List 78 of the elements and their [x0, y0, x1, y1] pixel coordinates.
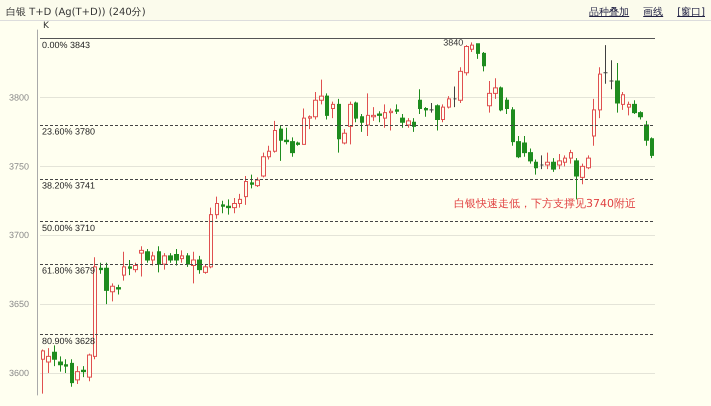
candlestick	[551, 158, 556, 172]
chart-title: 白银 T+D (Ag(T+D)) (240分)	[6, 6, 146, 19]
candlestick	[139, 246, 144, 278]
candlestick	[505, 96, 509, 115]
chart-subtitle: K	[43, 21, 49, 31]
candlestick	[621, 91, 625, 110]
y-tick-label: 3650	[8, 299, 29, 310]
candlestick	[157, 246, 161, 273]
candlestick	[499, 86, 503, 112]
candlestick	[627, 101, 631, 116]
candlestick	[598, 66, 602, 119]
candlestick	[418, 88, 422, 115]
candlestick	[250, 174, 254, 189]
candlestick	[273, 120, 277, 154]
candlestick	[447, 96, 451, 110]
y-tick-label: 3600	[8, 368, 29, 378]
candlestick	[569, 149, 573, 164]
candlestick	[383, 104, 387, 128]
y-tick-label: 3700	[8, 230, 29, 240]
candlestick	[603, 44, 608, 84]
y-tick-label: 3800	[8, 92, 29, 102]
text: [窗口]	[677, 7, 705, 18]
candlestick	[348, 101, 353, 145]
candlestick	[215, 196, 219, 220]
candlestick	[389, 108, 393, 132]
candlestick	[70, 358, 74, 388]
candlestick	[482, 52, 486, 72]
candlestick	[424, 106, 428, 118]
candlestick	[337, 98, 341, 154]
candlestick	[52, 344, 57, 367]
candlestick	[145, 248, 150, 264]
candlestick	[331, 101, 335, 119]
candlestick	[476, 43, 480, 60]
candlestick	[128, 260, 132, 276]
ref-line-label: 0.00% 3843	[42, 40, 90, 50]
candlestick	[354, 101, 358, 123]
ref-line-label: 23.60% 3780	[42, 126, 96, 137]
candlestick	[412, 118, 416, 132]
ref-line-label: 50.00% 3710	[42, 222, 96, 233]
candlestick	[592, 98, 596, 146]
candlestick	[435, 104, 440, 132]
candlestick	[342, 128, 347, 145]
annotation: 3840	[443, 37, 464, 48]
candlestick	[406, 118, 411, 128]
candlestick	[186, 252, 190, 268]
candlestick	[360, 114, 364, 132]
candlestick	[197, 255, 202, 274]
candlestick	[325, 92, 329, 120]
candlestick	[574, 158, 579, 200]
candlestick	[110, 282, 115, 302]
candlestick	[395, 104, 399, 115]
candlestick	[429, 102, 434, 114]
candlestick	[377, 110, 382, 123]
candlestick	[116, 284, 121, 295]
candlestick	[122, 251, 126, 282]
candlestick	[81, 366, 86, 378]
candlestick	[75, 366, 80, 384]
candlestick	[133, 262, 138, 273]
candlestick	[615, 62, 620, 114]
candlestick	[180, 250, 184, 264]
candlestick	[162, 252, 167, 270]
candlestick	[151, 251, 155, 266]
candlestick	[534, 158, 538, 176]
candlestick	[609, 60, 614, 90]
candlestick	[255, 176, 260, 188]
candlestick	[400, 114, 405, 128]
text: 品种叠加	[589, 7, 630, 18]
y-tick-label: 3750	[8, 161, 29, 172]
candlestick	[302, 108, 306, 145]
candlestick	[244, 176, 248, 206]
candlestick	[545, 152, 550, 170]
candlestick	[191, 251, 196, 284]
text: 画线	[643, 7, 664, 18]
ref-line-label: 38.20% 3741	[42, 180, 96, 190]
annotation: 白银快速走低，下方支撑见3740附近	[454, 197, 636, 210]
candlestick	[453, 86, 457, 108]
candlestick	[540, 154, 544, 170]
candlestick	[441, 104, 445, 123]
